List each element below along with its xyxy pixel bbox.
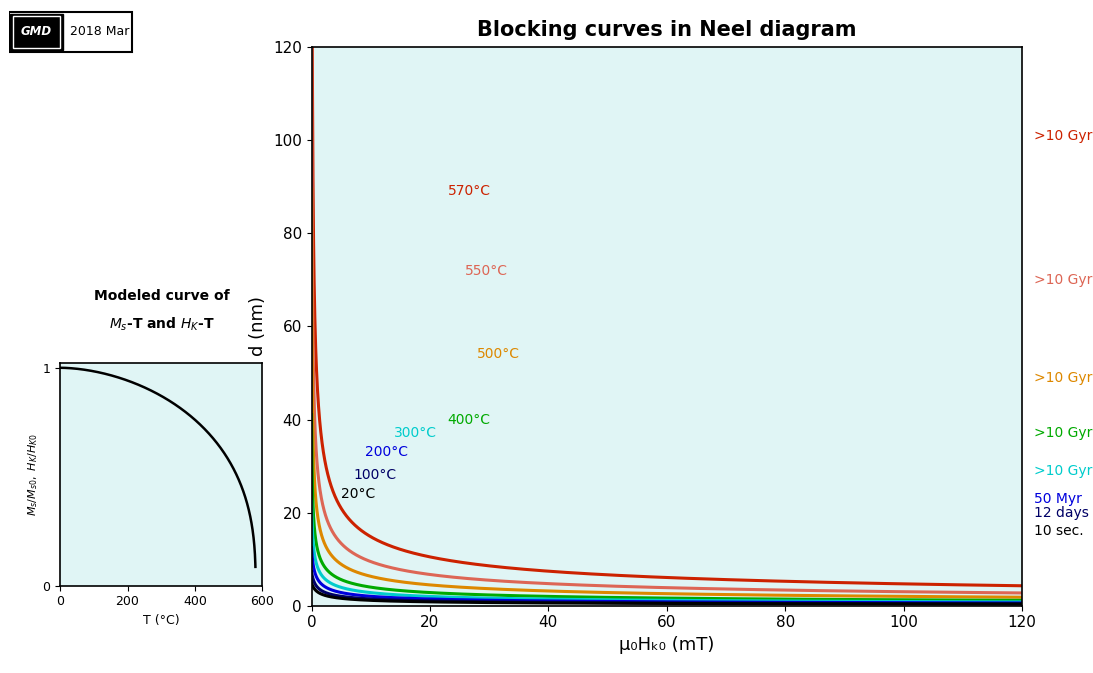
Text: 570°C: 570°C [448, 184, 491, 199]
X-axis label: μ₀Hₖ₀ (mT): μ₀Hₖ₀ (mT) [619, 636, 715, 654]
Y-axis label: $M_s/M_{s0},\ H_K/H_{K0}$: $M_s/M_{s0},\ H_K/H_{K0}$ [26, 433, 39, 516]
Text: 12 days: 12 days [1034, 505, 1089, 520]
Text: >10 Gyr: >10 Gyr [1034, 129, 1092, 143]
FancyBboxPatch shape [10, 13, 62, 50]
Text: $M_s$-T and $H_K$-T: $M_s$-T and $H_K$-T [109, 316, 214, 333]
Text: GMD: GMD [20, 25, 51, 38]
Text: 500°C: 500°C [478, 347, 520, 361]
Text: 10 sec.: 10 sec. [1034, 524, 1083, 538]
Text: 550°C: 550°C [466, 264, 508, 277]
Text: Modeled curve of: Modeled curve of [94, 289, 230, 303]
Text: 50 Myr: 50 Myr [1034, 492, 1082, 505]
X-axis label: T (°C): T (°C) [143, 614, 179, 627]
Title: Blocking curves in Neel diagram: Blocking curves in Neel diagram [477, 20, 857, 40]
Text: 300°C: 300°C [395, 427, 437, 440]
Y-axis label: d (nm): d (nm) [249, 296, 268, 357]
FancyBboxPatch shape [9, 12, 132, 52]
Text: 400°C: 400°C [448, 413, 491, 427]
Text: >10 Gyr: >10 Gyr [1034, 464, 1092, 478]
Text: >10 Gyr: >10 Gyr [1034, 427, 1092, 440]
Text: >10 Gyr: >10 Gyr [1034, 273, 1092, 287]
Text: 100°C: 100°C [353, 468, 396, 483]
Text: 2018 Mar: 2018 Mar [70, 25, 129, 38]
Text: 200°C: 200°C [365, 445, 408, 459]
Text: >10 Gyr: >10 Gyr [1034, 371, 1092, 384]
Text: 20°C: 20°C [341, 487, 375, 501]
